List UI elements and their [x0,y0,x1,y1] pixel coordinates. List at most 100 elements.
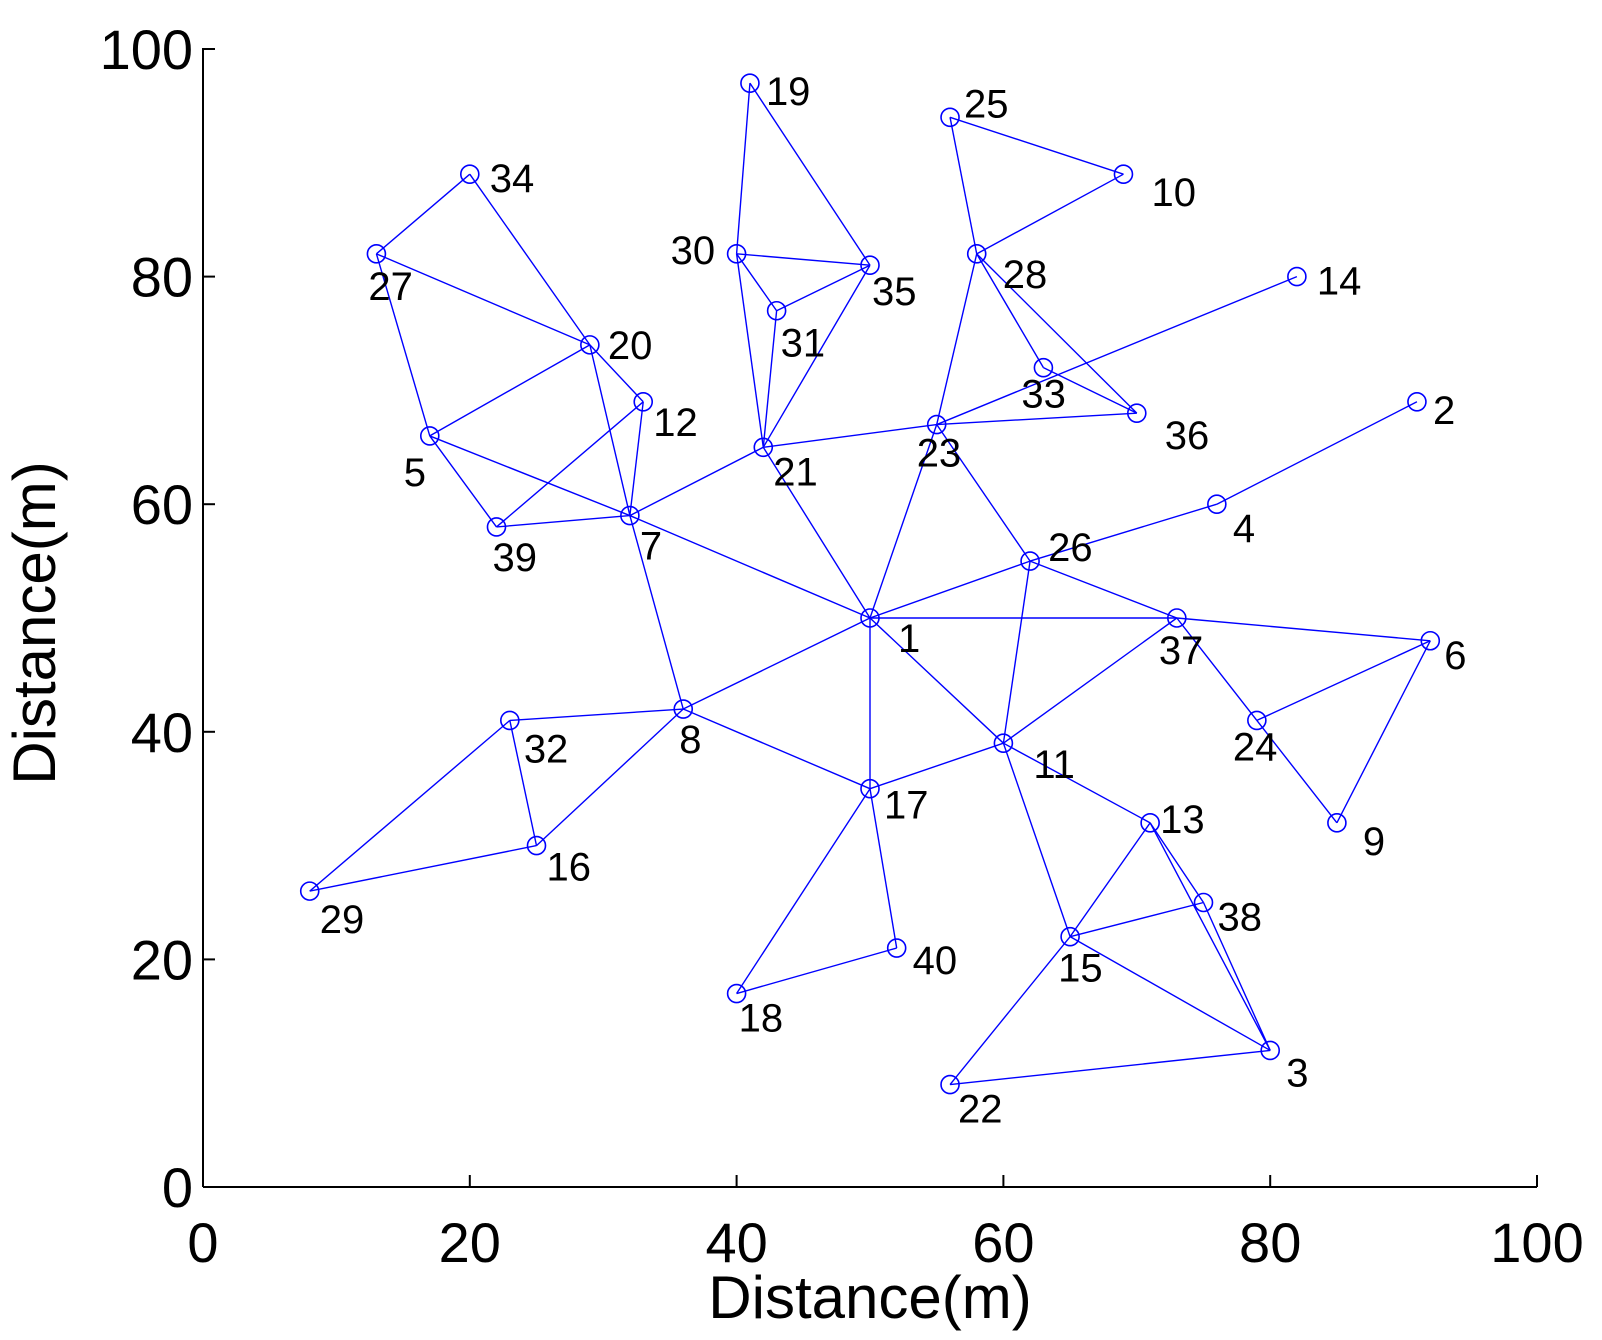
node-marker-5 [419,426,440,446]
edge-19-30 [735,83,751,254]
node-label-16: 16 [547,846,592,890]
edge-15-38 [1069,901,1204,938]
edge-26-11 [1002,560,1031,744]
edge-5-7 [429,435,631,517]
edge-12-39 [496,401,644,528]
node-labels-layer: 1234567891011121314151617181920212223242… [320,70,1467,1131]
edge-5-20 [429,344,591,437]
x-tick-label-20: 20 [439,1211,501,1274]
edge-11-15 [1002,742,1071,937]
edge-31-21 [762,310,778,448]
edge-5-39 [429,435,498,528]
node-marker-4 [1207,494,1227,515]
node-marker-28 [966,244,987,264]
node-label-5: 5 [404,451,426,495]
edge-8-17 [682,708,871,790]
edge-27-20 [376,253,591,346]
node-marker-8 [673,699,694,719]
node-marker-14 [1287,266,1307,287]
node-label-34: 34 [490,157,535,201]
edge-4-2 [1216,401,1418,505]
edge-30-35 [736,253,871,266]
node-label-29: 29 [320,898,365,942]
node-label-11: 11 [1033,743,1075,787]
edge-33-36 [1043,367,1138,414]
edge-11-13 [1003,742,1151,824]
edge-31-35 [776,264,871,312]
node-marker-29 [299,881,320,901]
node-label-17: 17 [884,784,929,828]
node-label-27: 27 [368,265,413,309]
node-marker-20 [580,335,600,355]
edge-7-1 [629,514,871,619]
x-tick-label-100: 100 [1490,1211,1583,1274]
node-marker-9 [1327,813,1347,833]
node-marker-19 [740,73,760,93]
node-marker-13 [1140,813,1160,833]
edge-21-1 [762,446,871,619]
edge-28-36 [976,253,1138,414]
node-label-21: 21 [773,450,818,494]
edge-15-3 [1069,936,1271,1052]
edge-1-11 [869,617,1004,744]
y-tick-label-60: 60 [131,473,193,536]
edge-17-11 [869,742,1004,790]
node-marker-17 [860,778,880,799]
node-marker-40 [886,938,907,958]
node-label-4: 4 [1233,507,1255,551]
node-label-36: 36 [1165,414,1210,458]
node-label-31: 31 [781,322,826,366]
edge-37-6 [1176,617,1431,642]
node-label-19: 19 [766,70,811,114]
edge-29-16 [309,844,537,892]
node-label-30: 30 [671,229,716,273]
edge-27-5 [375,253,431,437]
y-tick-label-100: 100 [100,18,193,81]
node-label-35: 35 [872,270,917,314]
node-marker-38 [1193,892,1214,913]
y-tick-label-40: 40 [131,701,193,764]
y-tick-label-20: 20 [131,928,193,991]
y-axis-label: Distance(m) [1,461,68,784]
node-marker-36 [1127,403,1147,423]
node-marker-11 [993,733,1014,753]
node-marker-2 [1407,391,1427,412]
node-label-2: 2 [1433,389,1455,433]
node-label-18: 18 [739,997,784,1041]
edge-6-9 [1336,640,1431,824]
node-label-38: 38 [1218,896,1263,940]
edge-37-11 [1002,617,1178,744]
edge-39-7 [496,514,630,528]
edges-layer [309,82,1431,1086]
edge-34-27 [375,173,471,255]
node-marker-32 [500,710,520,731]
node-label-20: 20 [608,324,653,368]
node-label-8: 8 [679,718,701,762]
node-marker-39 [486,517,507,537]
node-label-32: 32 [524,727,569,771]
edge-8-16 [536,708,684,847]
node-marker-12 [633,391,654,412]
y-tick-label-80: 80 [131,246,193,309]
edge-15-22 [949,936,1071,1086]
node-marker-7 [620,505,640,526]
edge-32-16 [509,720,538,846]
axes-layer: 0 20 40 60 80 100 0 20 40 60 80 100 [100,18,1584,1274]
node-label-22: 22 [958,1088,1003,1132]
edge-30-31 [736,253,778,312]
node-marker-21 [753,437,774,458]
edge-13-3 [1149,822,1271,1051]
edge-23-36 [936,412,1137,426]
edge-22-3 [949,1049,1271,1086]
node-label-28: 28 [1003,253,1048,297]
edge-20-12 [589,344,644,403]
edge-28-33 [976,253,1045,368]
node-marker-31 [766,300,787,321]
node-label-39: 39 [492,536,536,580]
node-marker-15 [1060,926,1080,947]
edge-1-8 [682,617,871,710]
y-tick-label-0: 0 [162,1156,193,1219]
node-marker-18 [726,983,747,1004]
node-label-23: 23 [917,432,962,476]
